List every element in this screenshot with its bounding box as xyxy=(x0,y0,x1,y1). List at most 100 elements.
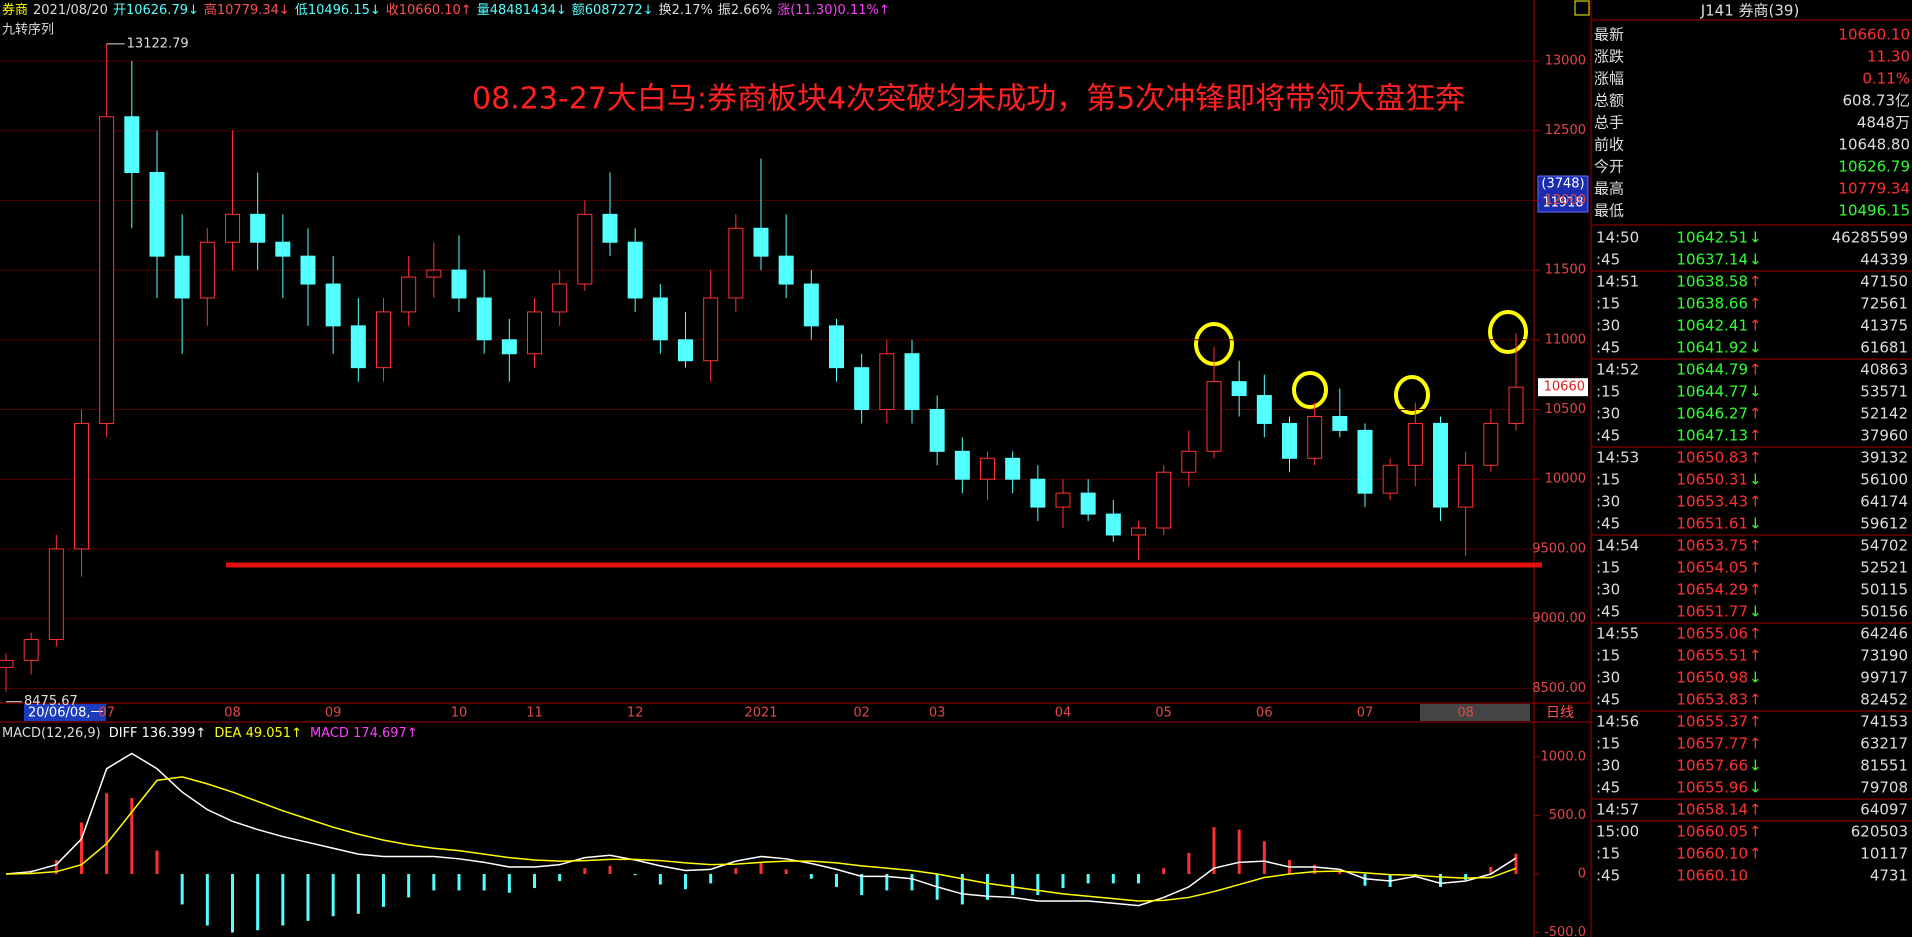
trade-volume: 39132 xyxy=(1860,449,1908,467)
y-tick-label: -500.0 xyxy=(1544,925,1586,937)
candle-body xyxy=(0,659,14,668)
candle-body xyxy=(250,213,266,243)
trade-time: :15 xyxy=(1596,647,1620,665)
candle-body xyxy=(1483,422,1499,466)
trade-price: 10655.96 xyxy=(1676,779,1748,797)
highlight-circle xyxy=(1488,310,1528,354)
trade-arrow: ↓ xyxy=(1749,757,1762,775)
highlight-circle xyxy=(1394,375,1430,415)
quote-label: 最高 xyxy=(1594,180,1624,198)
candle-body xyxy=(829,325,844,369)
candle-body xyxy=(627,241,643,299)
candle-body xyxy=(1357,429,1373,494)
y-tick-label: 9000.00 xyxy=(1532,611,1586,626)
trade-arrow: ↑ xyxy=(1749,625,1762,643)
header-item: 振2.66% xyxy=(718,3,772,18)
y-tick-label: 1000.0 xyxy=(1541,749,1587,764)
panel-button[interactable] xyxy=(1574,0,1590,16)
trade-time: :45 xyxy=(1596,779,1620,797)
candle-body xyxy=(1030,478,1046,508)
trade-price: 10660.10 xyxy=(1676,845,1748,863)
trade-volume: 40863 xyxy=(1860,361,1908,379)
last-price-tag xyxy=(1538,378,1588,397)
x-tick-label: 2021 xyxy=(744,706,777,721)
trade-price: 10654.05 xyxy=(1676,559,1748,577)
trade-price: 10653.43 xyxy=(1676,493,1748,511)
y-tick-label: 13000 xyxy=(1545,53,1586,68)
macd-line xyxy=(5,752,1517,907)
trade-arrow: ↓ xyxy=(1749,603,1762,621)
trade-volume: 59612 xyxy=(1860,515,1908,533)
quote-value: 10779.34 xyxy=(1838,180,1910,198)
candle-body xyxy=(99,116,115,424)
trade-volume: 47150 xyxy=(1860,273,1908,291)
x-tick-label: 02 xyxy=(853,706,870,721)
candle-body xyxy=(1382,464,1398,494)
period-box xyxy=(1420,704,1530,721)
trade-volume: 52142 xyxy=(1860,405,1908,423)
trade-price: 10655.51 xyxy=(1676,647,1748,665)
y-tick-label: 12500 xyxy=(1545,123,1586,138)
quote-value: 10496.15 xyxy=(1838,202,1910,220)
trade-arrow: ↑ xyxy=(1749,427,1762,445)
indicator-label: 九转序列 xyxy=(2,23,54,38)
trade-time: :15 xyxy=(1596,559,1620,577)
trade-price: 10644.77 xyxy=(1676,383,1748,401)
panel-title: J141 券商(39) xyxy=(1700,2,1800,20)
y-tick-label: 8500.00 xyxy=(1532,681,1586,696)
x-tick-label: 05 xyxy=(1155,706,1172,721)
trade-arrow: ↑ xyxy=(1749,493,1762,511)
trade-price: 10644.79 xyxy=(1676,361,1748,379)
trade-time: :30 xyxy=(1596,757,1620,775)
trade-time: 14:55 xyxy=(1596,625,1639,643)
candle-body xyxy=(929,409,945,452)
trade-price: 10647.13 xyxy=(1676,427,1748,445)
candle-body xyxy=(1080,492,1096,515)
y-tick-label: 10000 xyxy=(1545,472,1586,487)
trade-time: 14:52 xyxy=(1596,361,1639,379)
candle-body xyxy=(275,241,291,257)
trade-price: 10660.10 xyxy=(1676,867,1748,885)
highlight-circle xyxy=(1292,371,1328,409)
x-tick-label: 08 xyxy=(1457,706,1474,721)
trade-time: 14:56 xyxy=(1596,713,1639,731)
quote-value: 11.30 xyxy=(1867,48,1910,66)
y-tick-label: 9500.00 xyxy=(1532,541,1586,556)
candle-body xyxy=(1407,422,1423,466)
trade-volume: 4731 xyxy=(1870,867,1908,885)
trade-arrow: ↓ xyxy=(1749,471,1762,489)
trade-time: :45 xyxy=(1596,691,1620,709)
quote-label: 最低 xyxy=(1594,202,1624,220)
trade-volume: 99717 xyxy=(1860,669,1908,687)
trade-time: :30 xyxy=(1596,581,1620,599)
candle-body xyxy=(527,311,542,355)
trade-price: 10654.29 xyxy=(1676,581,1748,599)
trade-arrow: ↑ xyxy=(1749,823,1762,841)
trade-arrow: ↑ xyxy=(1749,713,1762,731)
trade-arrow: ↑ xyxy=(1749,647,1762,665)
trade-volume: 73190 xyxy=(1860,647,1908,665)
candle-body xyxy=(803,283,819,327)
candle-body xyxy=(1105,513,1121,536)
x-tick-label: 07 xyxy=(1357,706,1374,721)
candle-body xyxy=(577,213,593,285)
trade-time: :45 xyxy=(1596,867,1620,885)
quote-label: 涨幅 xyxy=(1594,70,1624,88)
candle-body xyxy=(879,353,895,411)
trade-volume: 44339 xyxy=(1860,251,1908,269)
candle-body xyxy=(854,367,870,411)
quote-label: 涨跌 xyxy=(1594,48,1624,66)
trade-price: 10638.58 xyxy=(1676,273,1748,291)
trade-arrow: ↑ xyxy=(1749,361,1762,379)
trade-price: 10657.77 xyxy=(1676,735,1748,753)
trade-volume: 64246 xyxy=(1860,625,1908,643)
trade-volume: 52521 xyxy=(1860,559,1908,577)
y-tick-label: 0 xyxy=(1578,867,1586,882)
x-tick-label: 10 xyxy=(451,706,468,721)
trade-price: 10657.66 xyxy=(1676,757,1748,775)
candle-body xyxy=(74,422,89,550)
trade-arrow: ↓ xyxy=(1749,669,1762,687)
candle-body xyxy=(602,213,618,243)
trade-time: :30 xyxy=(1596,669,1620,687)
